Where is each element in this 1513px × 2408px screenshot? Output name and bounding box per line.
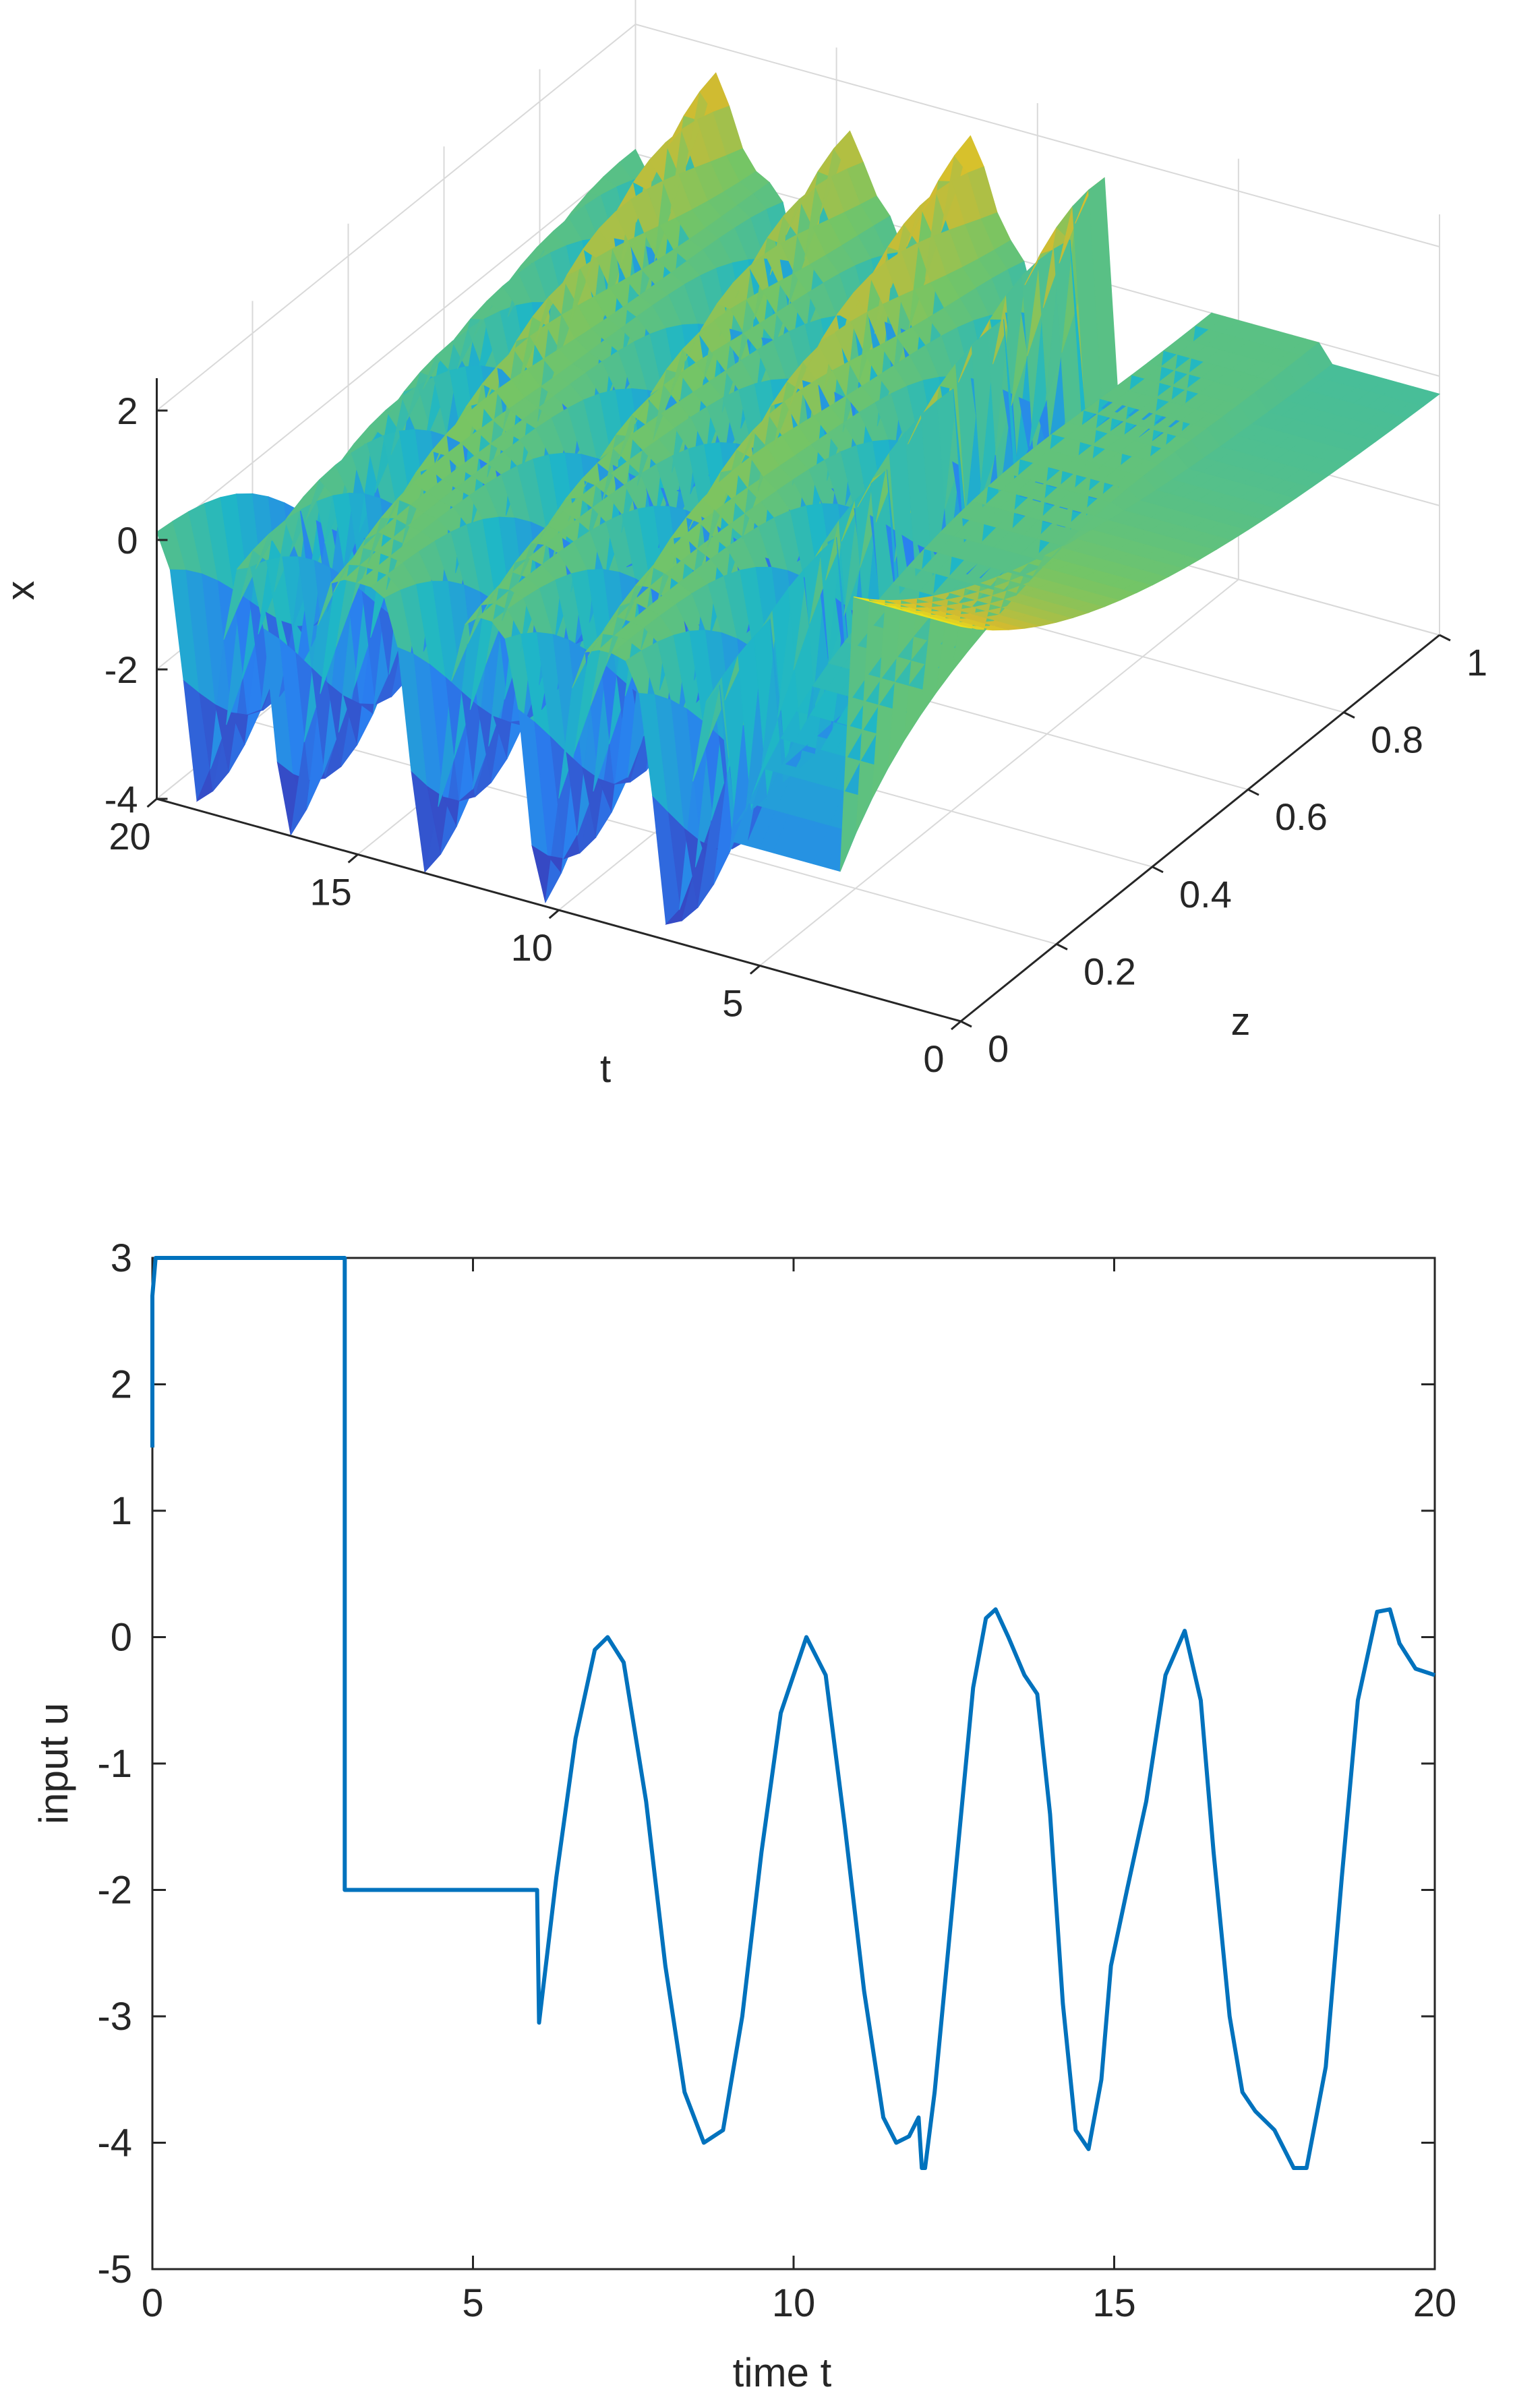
t-tick-label: 15 xyxy=(309,871,351,913)
y-tick-label: 1 xyxy=(111,1489,132,1533)
z-tick-label: 1 xyxy=(1466,641,1487,684)
x-axis-label-3d: x xyxy=(0,581,42,601)
t-tick xyxy=(548,909,560,920)
z-tick xyxy=(1152,866,1164,874)
z-tick xyxy=(960,1020,972,1028)
z-tick-label: 0.8 xyxy=(1371,719,1423,761)
z-tick-label: 0.2 xyxy=(1084,950,1136,992)
y-tick-label: 2 xyxy=(111,1363,132,1407)
t-tick xyxy=(951,1020,961,1031)
y-tick-label: -3 xyxy=(97,1995,132,2039)
x-tick-label: 5 xyxy=(462,2281,483,2325)
z-tick xyxy=(1247,788,1259,796)
t-tick xyxy=(146,797,158,808)
t-tick xyxy=(347,853,359,864)
z-axis-label: z xyxy=(1231,1000,1251,1044)
y-axis-label: input u xyxy=(31,1703,76,1824)
t-tick-label: 10 xyxy=(511,926,553,969)
x-tick-label: 10 xyxy=(772,2281,816,2325)
wall-grid-x xyxy=(156,23,1440,411)
x-tick-label: 2 xyxy=(117,390,138,432)
y-tick-label: 0 xyxy=(111,1616,132,1660)
series-line xyxy=(150,1256,1435,2170)
plot-area xyxy=(151,1257,1436,2270)
x-tick-label: -4 xyxy=(105,778,138,820)
z-tick-label: 0.4 xyxy=(1179,873,1232,915)
x-tick-label: 20 xyxy=(1413,2281,1457,2325)
z-axis-line xyxy=(960,634,1440,1023)
x-axis-label: time t xyxy=(733,2350,832,2395)
y-tick-label: 3 xyxy=(111,1236,132,1280)
z-tick-label: 0 xyxy=(988,1027,1009,1070)
t-axis-label: t xyxy=(600,1047,611,1091)
floor-grid-z xyxy=(252,721,1057,945)
t-tick-label: 20 xyxy=(109,815,150,857)
surface-patch xyxy=(1409,390,1441,407)
z-tick xyxy=(1439,634,1451,642)
line-ticks: 0 5 10 15 20 -5 -4 -3 -2 -1 0 1 2 3 xyxy=(97,1236,1456,2325)
z-tick-label: 0.6 xyxy=(1275,795,1328,838)
z-tick xyxy=(1343,711,1355,719)
line-plot: 0 5 10 15 20 -5 -4 -3 -2 -1 0 1 2 3 time t input u xyxy=(31,1236,1456,2395)
x-tick-label: 0 xyxy=(142,2281,163,2325)
t-tick-label: 5 xyxy=(722,982,743,1025)
y-tick-label: -1 xyxy=(97,1742,132,1786)
z-tick xyxy=(1056,943,1068,951)
y-tick-label: -4 xyxy=(97,2121,132,2165)
x-tick-label: 0 xyxy=(117,519,138,562)
t-tick xyxy=(749,965,761,975)
y-tick-label: -5 xyxy=(97,2248,132,2291)
x-tick-label: 15 xyxy=(1092,2281,1136,2325)
surface-plot: 0 5 10 15 20 0 0.2 0.4 0.6 0.8 1 -4 -2 0 2 x t z xyxy=(0,0,1487,1091)
x-tick-label: -2 xyxy=(105,649,138,691)
surface-mesh xyxy=(156,72,1441,925)
floor-grid-t xyxy=(759,578,1239,967)
y-tick-label: -2 xyxy=(97,1869,132,1913)
t-tick-label: 0 xyxy=(923,1037,944,1080)
surface-ticks: 0 5 10 15 20 0 0.2 0.4 0.6 0.8 1 -4 -2 0 2 xyxy=(105,390,1487,1080)
